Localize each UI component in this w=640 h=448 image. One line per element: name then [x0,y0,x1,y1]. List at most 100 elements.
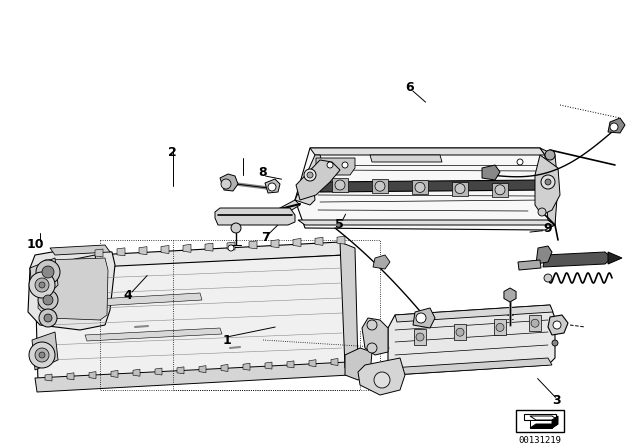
Circle shape [455,184,465,194]
Text: 4: 4 [124,289,132,302]
Text: 1: 1 [223,334,232,347]
Polygon shape [530,424,558,428]
Polygon shape [139,247,147,254]
Circle shape [39,309,57,327]
Polygon shape [117,248,125,256]
Polygon shape [199,366,206,373]
Polygon shape [494,319,506,336]
Circle shape [416,313,426,323]
Circle shape [545,150,555,160]
Polygon shape [28,248,115,330]
Circle shape [545,179,551,185]
Polygon shape [296,160,340,200]
Polygon shape [504,288,516,302]
Circle shape [541,175,555,189]
Circle shape [375,181,385,191]
Polygon shape [608,118,625,133]
Circle shape [415,182,425,192]
Polygon shape [295,155,322,205]
Polygon shape [315,237,323,246]
Circle shape [304,169,316,181]
Polygon shape [332,178,348,192]
Polygon shape [373,255,390,269]
Circle shape [517,159,523,165]
Polygon shape [452,181,468,196]
Polygon shape [345,348,372,380]
Circle shape [553,321,561,329]
Polygon shape [454,324,466,340]
Text: 7: 7 [261,231,270,244]
Circle shape [231,223,241,233]
Polygon shape [161,246,169,254]
Polygon shape [95,242,345,268]
Polygon shape [293,238,301,246]
Polygon shape [362,318,388,355]
Text: 6: 6 [405,81,414,94]
Polygon shape [80,293,202,307]
Circle shape [29,272,55,298]
Polygon shape [243,363,250,370]
Polygon shape [309,360,316,366]
Polygon shape [249,241,257,249]
Polygon shape [552,416,558,428]
Polygon shape [85,328,222,341]
Polygon shape [298,220,555,225]
Circle shape [416,333,424,341]
Polygon shape [89,371,96,379]
Text: 00131219: 00131219 [518,435,561,444]
Circle shape [610,123,618,131]
Polygon shape [35,362,350,392]
Circle shape [367,343,377,353]
Polygon shape [215,208,295,225]
Circle shape [307,172,313,178]
Text: 2: 2 [168,146,177,159]
Polygon shape [340,242,358,368]
Text: 10: 10 [26,237,44,251]
Polygon shape [529,315,541,331]
Polygon shape [524,414,556,420]
Polygon shape [221,365,228,371]
Circle shape [495,185,505,195]
Polygon shape [530,416,558,420]
Polygon shape [220,174,238,191]
Text: 3: 3 [552,394,561,408]
Polygon shape [155,368,162,375]
Polygon shape [133,369,140,376]
Polygon shape [183,244,191,252]
Polygon shape [548,315,568,335]
Polygon shape [540,148,558,225]
Circle shape [335,180,345,190]
Circle shape [327,162,333,168]
Polygon shape [413,308,435,328]
Polygon shape [331,358,338,366]
Circle shape [42,266,54,278]
Polygon shape [111,370,118,377]
Polygon shape [67,373,74,380]
Circle shape [268,183,276,191]
Circle shape [35,278,49,292]
Circle shape [367,320,377,330]
Polygon shape [295,148,555,230]
Circle shape [221,179,231,189]
Circle shape [29,342,55,368]
Circle shape [35,348,49,362]
Polygon shape [388,305,555,375]
Polygon shape [50,245,110,255]
Circle shape [456,328,464,336]
Polygon shape [395,305,553,322]
Circle shape [44,314,52,322]
Polygon shape [310,148,545,155]
Polygon shape [30,258,58,295]
Circle shape [39,352,45,358]
Circle shape [552,340,558,346]
Circle shape [38,290,58,310]
Polygon shape [536,246,552,264]
Polygon shape [38,258,108,320]
Circle shape [39,282,45,288]
Polygon shape [358,358,405,395]
Polygon shape [518,260,541,270]
Circle shape [228,245,234,251]
Polygon shape [318,180,548,192]
Circle shape [374,372,390,388]
Circle shape [538,208,546,216]
